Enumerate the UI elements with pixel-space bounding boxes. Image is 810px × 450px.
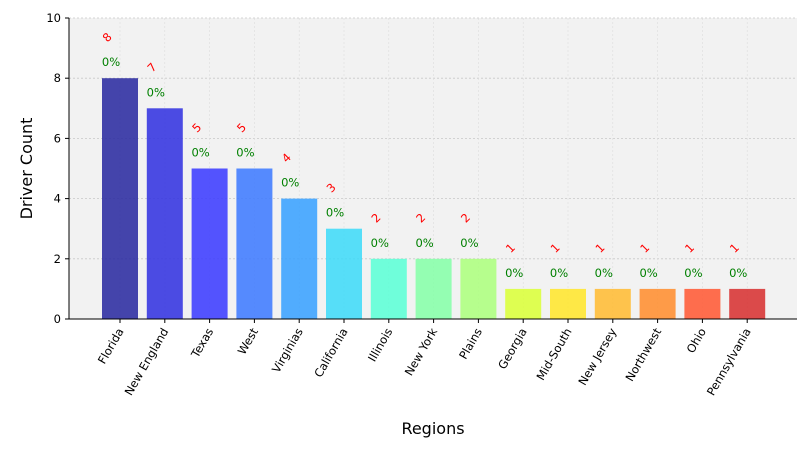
x-tick-label: Illinois <box>365 326 395 365</box>
bar <box>550 288 586 319</box>
x-tick-label: Plains <box>456 325 485 361</box>
percent-label: 0% <box>415 236 433 250</box>
y-tick-label: 4 <box>54 192 61 206</box>
y-axis-title: Driver Count <box>17 118 36 220</box>
x-tick-label: Mid-South <box>533 326 574 383</box>
x-tick-label: Florida <box>95 326 127 367</box>
x-axis-title: Regions <box>401 419 464 438</box>
bar <box>191 168 228 319</box>
bar <box>729 288 766 319</box>
x-tick-label: Virginias <box>269 325 306 375</box>
bar <box>460 258 497 319</box>
bar <box>505 288 542 319</box>
y-tick-label: 10 <box>46 11 61 25</box>
x-tick-label: West <box>235 325 262 357</box>
percent-label: 0% <box>326 206 344 220</box>
bar <box>594 288 631 319</box>
bar <box>326 228 362 319</box>
percent-label: 0% <box>505 266 523 280</box>
y-tick-label: 2 <box>54 252 61 266</box>
bar <box>370 258 407 319</box>
x-tick-label: California <box>311 326 350 380</box>
bar <box>415 258 452 319</box>
percent-label: 0% <box>684 266 702 280</box>
bars <box>102 78 766 319</box>
x-tick-label: Georgia <box>495 326 530 372</box>
x-tick-label: Texas <box>188 326 217 361</box>
bar <box>684 288 721 319</box>
x-tick-label: New England <box>122 326 172 398</box>
percent-label: 0% <box>281 176 299 190</box>
percent-label: 0% <box>460 236 478 250</box>
bar <box>639 288 676 319</box>
x-tick-label: New Jersey <box>575 325 619 387</box>
y-tick-label: 0 <box>54 312 61 326</box>
percent-label: 0% <box>371 236 389 250</box>
bar <box>281 198 318 319</box>
percent-label: 0% <box>550 266 568 280</box>
percent-label: 0% <box>639 266 657 280</box>
bar <box>236 168 273 319</box>
bar <box>102 78 138 319</box>
x-tick-label: Northwest <box>622 325 664 384</box>
bar <box>146 108 183 319</box>
y-tick-label: 8 <box>54 71 61 85</box>
percent-label: 0% <box>236 146 254 160</box>
percent-label: 0% <box>147 85 165 99</box>
percent-label: 0% <box>595 266 613 280</box>
y-tick-label: 6 <box>54 131 61 145</box>
x-tick-label: New York <box>402 325 441 378</box>
x-tick-label: Ohio <box>684 326 709 356</box>
x-tick-label: Pennsylvania <box>704 326 754 398</box>
percent-label: 0% <box>191 146 209 160</box>
percent-label: 0% <box>729 266 747 280</box>
percent-label: 0% <box>102 55 120 69</box>
